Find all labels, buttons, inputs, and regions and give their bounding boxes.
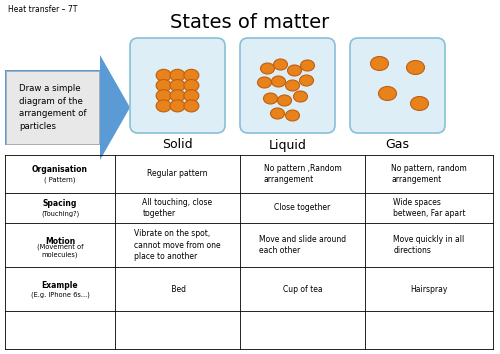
Text: No pattern ,Random
arrangement: No pattern ,Random arrangement xyxy=(264,164,342,184)
Text: Hairspray: Hairspray xyxy=(410,285,448,293)
Ellipse shape xyxy=(278,95,291,106)
Text: Vibrate on the spot,
cannot move from one
place to another: Vibrate on the spot, cannot move from on… xyxy=(134,229,221,261)
Text: No pattern, random
arrangement: No pattern, random arrangement xyxy=(391,164,467,184)
Ellipse shape xyxy=(170,90,185,102)
Text: (Touching?): (Touching?) xyxy=(41,211,79,217)
Ellipse shape xyxy=(300,60,314,71)
FancyBboxPatch shape xyxy=(240,38,335,133)
Text: Example: Example xyxy=(42,280,78,290)
Text: ( Pattern): ( Pattern) xyxy=(44,177,76,183)
Text: All touching, close
together: All touching, close together xyxy=(142,198,212,218)
Text: (Movement of
molecules): (Movement of molecules) xyxy=(37,244,83,258)
Text: Move quickly in all
directions: Move quickly in all directions xyxy=(394,235,464,255)
Ellipse shape xyxy=(170,80,185,91)
FancyBboxPatch shape xyxy=(130,38,225,133)
Text: Close together: Close together xyxy=(274,204,330,212)
Ellipse shape xyxy=(184,100,199,112)
Text: (E.g. IPhone 6s...): (E.g. IPhone 6s...) xyxy=(30,292,90,298)
Ellipse shape xyxy=(410,97,428,110)
Ellipse shape xyxy=(156,69,171,81)
Ellipse shape xyxy=(406,61,424,74)
Ellipse shape xyxy=(300,75,314,86)
Text: States of matter: States of matter xyxy=(170,12,330,32)
Ellipse shape xyxy=(260,63,274,74)
FancyBboxPatch shape xyxy=(350,38,445,133)
Ellipse shape xyxy=(272,76,285,87)
Ellipse shape xyxy=(370,57,388,70)
Text: Liquid: Liquid xyxy=(268,138,306,152)
Text: Motion: Motion xyxy=(45,236,75,246)
Text: Organisation: Organisation xyxy=(32,166,88,175)
Text: Bed: Bed xyxy=(169,285,186,293)
Ellipse shape xyxy=(264,93,278,104)
Ellipse shape xyxy=(288,65,302,76)
Ellipse shape xyxy=(170,69,185,81)
Ellipse shape xyxy=(294,91,308,102)
Ellipse shape xyxy=(156,90,171,102)
Ellipse shape xyxy=(270,108,284,119)
Text: Move and slide around
each other: Move and slide around each other xyxy=(259,235,346,255)
Text: Draw a simple
diagram of the
arrangement of
particles: Draw a simple diagram of the arrangement… xyxy=(19,84,86,131)
Ellipse shape xyxy=(258,77,272,88)
Text: Solid: Solid xyxy=(162,138,193,152)
Ellipse shape xyxy=(286,110,300,121)
Text: Spacing: Spacing xyxy=(43,200,77,209)
Ellipse shape xyxy=(156,100,171,112)
FancyBboxPatch shape xyxy=(6,71,99,144)
Ellipse shape xyxy=(156,80,171,91)
Ellipse shape xyxy=(286,80,300,91)
Text: Cup of tea: Cup of tea xyxy=(282,285,323,293)
Ellipse shape xyxy=(184,80,199,91)
Polygon shape xyxy=(5,55,130,160)
Text: Regular pattern: Regular pattern xyxy=(147,170,208,178)
Ellipse shape xyxy=(184,69,199,81)
Ellipse shape xyxy=(184,90,199,102)
Ellipse shape xyxy=(170,100,185,112)
Text: Gas: Gas xyxy=(386,138,409,152)
Ellipse shape xyxy=(274,59,287,70)
Text: Wide spaces
between, Far apart: Wide spaces between, Far apart xyxy=(393,198,465,218)
Text: Heat transfer – 7T: Heat transfer – 7T xyxy=(8,6,78,15)
Ellipse shape xyxy=(378,86,396,101)
